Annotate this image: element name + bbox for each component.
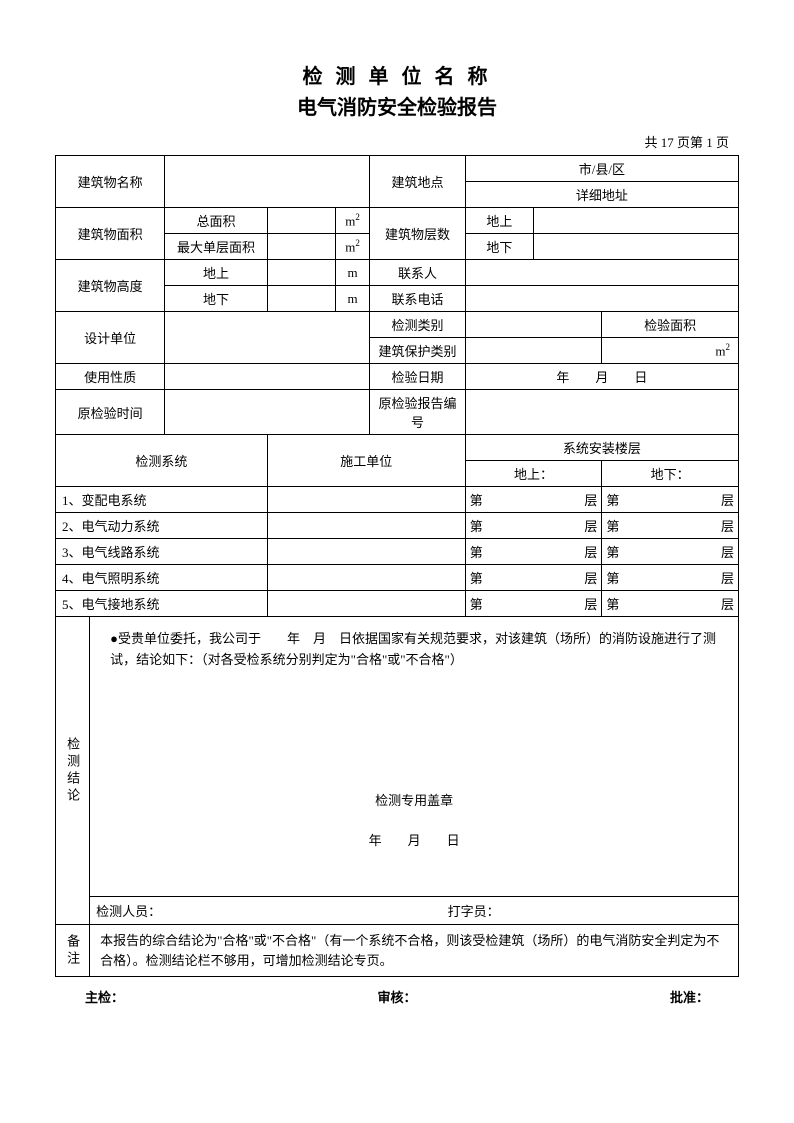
label-under-colon: 地下： — [602, 461, 739, 487]
city-county: 市/县/区 — [465, 156, 738, 182]
label-building-location: 建筑地点 — [370, 156, 466, 208]
system-2: 2、电气动力系统 — [56, 513, 268, 539]
unit-m2-2: m2 — [336, 234, 370, 260]
height-above-value — [267, 260, 335, 286]
unit-m2-1: m2 — [336, 208, 370, 234]
system-row-5: 5、电气接地系统 第层 第层 — [56, 591, 739, 617]
orig-report-no-value — [465, 390, 738, 435]
label-remarks: 备注 — [56, 925, 90, 977]
orig-time-value — [165, 390, 370, 435]
use-nature-value — [165, 364, 370, 390]
label-conclusion: 检测结论 — [56, 617, 90, 925]
label-building-floors: 建筑物层数 — [370, 208, 466, 260]
construction-1 — [267, 487, 465, 513]
title-main: 检 测 单 位 名 称 — [55, 60, 739, 89]
floor-under-3: 第层 — [602, 539, 739, 565]
construction-3 — [267, 539, 465, 565]
inspection-date-value: 年 月 日 — [465, 364, 738, 390]
system-row-2: 2、电气动力系统 第层 第层 — [56, 513, 739, 539]
review: 审核： — [293, 987, 501, 1006]
label-max-single: 最大单层面积 — [165, 234, 267, 260]
approve: 批准： — [501, 987, 709, 1006]
label-total-area: 总面积 — [165, 208, 267, 234]
label-orig-report-no: 原检验报告编号 — [370, 390, 466, 435]
label-detection-type: 检测类别 — [370, 312, 466, 338]
floor-above-1: 第层 — [465, 487, 602, 513]
main-check: 主检： — [85, 987, 293, 1006]
label-install-floor: 系统安装楼层 — [465, 435, 738, 461]
label-building-area: 建筑物面积 — [56, 208, 165, 260]
floor-above-3: 第层 — [465, 539, 602, 565]
label-inspection-area: 检验面积 — [602, 312, 739, 338]
label-above-colon: 地上： — [465, 461, 602, 487]
contact-person-value — [465, 260, 738, 286]
system-5: 5、电气接地系统 — [56, 591, 268, 617]
inspection-area-value: m2 — [602, 338, 739, 364]
total-area-value — [267, 208, 335, 234]
label-building-protection: 建筑保护类别 — [370, 338, 466, 364]
conclusion-cell: ●受贵单位委托，我公司于 年 月 日依据国家有关规范要求，对该建筑（场所）的消防… — [90, 617, 739, 897]
report-table: 建筑物名称 建筑地点 市/县/区 详细地址 建筑物面积 总面积 m2 建筑物层数… — [55, 155, 739, 977]
floor-above-4: 第层 — [465, 565, 602, 591]
max-single-value — [267, 234, 335, 260]
floor-under-5: 第层 — [602, 591, 739, 617]
construction-4 — [267, 565, 465, 591]
stamp-label: 检测专用盖章 — [110, 791, 718, 812]
title-sub: 电气消防安全检验报告 — [55, 91, 739, 120]
detection-type-value — [465, 312, 602, 338]
label-under-2: 地下 — [165, 286, 267, 312]
system-4: 4、电气照明系统 — [56, 565, 268, 591]
label-detection-system: 检测系统 — [56, 435, 268, 487]
address-detail: 详细地址 — [465, 182, 738, 208]
label-contact-person: 联系人 — [370, 260, 466, 286]
height-under-value — [267, 286, 335, 312]
system-row-3: 3、电气线路系统 第层 第层 — [56, 539, 739, 565]
stamp-date: 年 月 日 — [110, 831, 718, 852]
building-name-value — [165, 156, 370, 208]
label-orig-time: 原检验时间 — [56, 390, 165, 435]
typist-label: 打字员： — [448, 904, 500, 919]
floor-above-2: 第层 — [465, 513, 602, 539]
label-above-1: 地上 — [465, 208, 533, 234]
floor-under-1: 第层 — [602, 487, 739, 513]
remarks-text: 本报告的综合结论为"合格"或"不合格"（有一个系统不合格，则该受检建筑（场所）的… — [90, 925, 739, 977]
inspector-label: 检测人员： — [96, 904, 161, 919]
system-row-1: 1、变配电系统 第层 第层 — [56, 487, 739, 513]
unit-m-1: m — [336, 260, 370, 286]
construction-5 — [267, 591, 465, 617]
label-building-height: 建筑物高度 — [56, 260, 165, 312]
floor-under-4: 第层 — [602, 565, 739, 591]
label-construction-unit: 施工单位 — [267, 435, 465, 487]
system-3: 3、电气线路系统 — [56, 539, 268, 565]
system-row-4: 4、电气照明系统 第层 第层 — [56, 565, 739, 591]
contact-phone-value — [465, 286, 738, 312]
label-building-name: 建筑物名称 — [56, 156, 165, 208]
system-1: 1、变配电系统 — [56, 487, 268, 513]
staff-row: 检测人员： 打字员： — [90, 897, 739, 925]
unit-m-2: m — [336, 286, 370, 312]
design-unit-value — [165, 312, 370, 364]
page-info: 共 17 页第 1 页 — [55, 132, 739, 151]
floor-above-5: 第层 — [465, 591, 602, 617]
label-design-unit: 设计单位 — [56, 312, 165, 364]
footer-signatures: 主检： 审核： 批准： — [55, 987, 739, 1006]
label-above-2: 地上 — [165, 260, 267, 286]
label-inspection-date: 检验日期 — [370, 364, 466, 390]
construction-2 — [267, 513, 465, 539]
conclusion-text: ●受贵单位委托，我公司于 年 月 日依据国家有关规范要求，对该建筑（场所）的消防… — [110, 629, 718, 671]
building-protection-value — [465, 338, 602, 364]
floor-under-2: 第层 — [602, 513, 739, 539]
floors-under-value — [534, 234, 739, 260]
label-use-nature: 使用性质 — [56, 364, 165, 390]
label-contact-phone: 联系电话 — [370, 286, 466, 312]
floors-above-value — [534, 208, 739, 234]
label-under-1: 地下 — [465, 234, 533, 260]
